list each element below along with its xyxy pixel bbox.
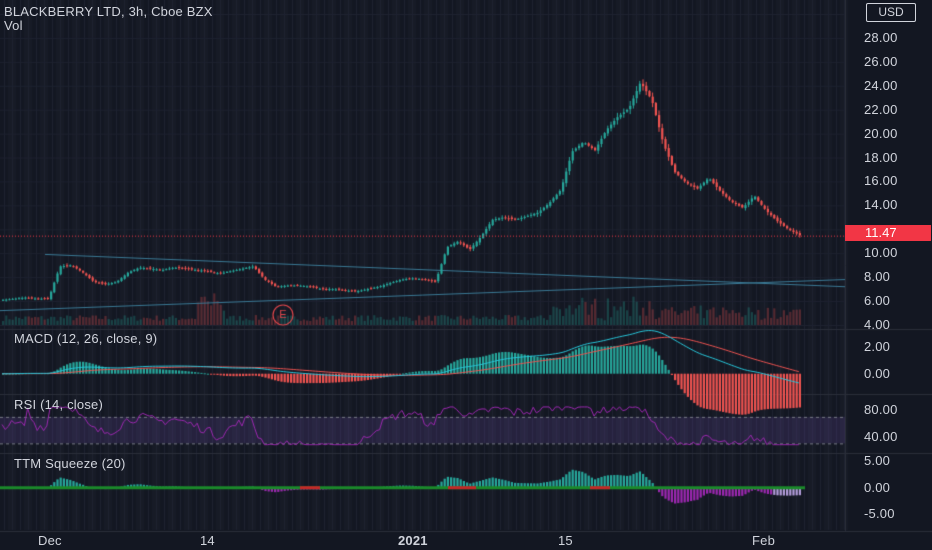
rsi-label: RSI (14, close)	[14, 397, 103, 412]
price-tick: 6.00	[864, 293, 891, 309]
time-tick: Feb	[752, 533, 776, 548]
price-tick: 22.00	[864, 101, 898, 117]
price-tick: 16.00	[864, 173, 898, 189]
macd-label: MACD (12, 26, close, 9)	[14, 331, 158, 346]
rsi-tick: 80.00	[864, 402, 898, 418]
price-tick: 24.00	[864, 77, 898, 93]
price-tick: 18.00	[864, 149, 898, 165]
ttm-tick: 0.00	[864, 479, 891, 495]
macd-tick: 0.00	[864, 365, 891, 381]
price-tick: 26.00	[864, 53, 898, 69]
ttm-squeeze-label: TTM Squeeze (20)	[14, 456, 126, 471]
last-price-tag: 11.47	[845, 225, 931, 241]
symbol-title: BLACKBERRY LTD, 3h, Cboe BZX	[4, 4, 213, 19]
price-tick: 28.00	[864, 29, 898, 45]
price-tick: 10.00	[864, 245, 898, 261]
volume-label: Vol	[4, 18, 23, 33]
time-tick: 14	[200, 533, 215, 548]
ttm-tick: 5.00	[864, 453, 891, 469]
price-tick: 14.00	[864, 197, 898, 213]
time-tick: 15	[558, 533, 573, 548]
time-tick: 2021	[398, 533, 428, 548]
currency-button[interactable]: USD	[866, 3, 916, 22]
price-tick: 20.00	[864, 125, 898, 141]
price-tick: 8.00	[864, 269, 891, 285]
ttm-tick: -5.00	[864, 506, 895, 522]
rsi-tick: 40.00	[864, 428, 898, 444]
price-tick: 4.00	[864, 317, 891, 332]
macd-tick: 2.00	[864, 338, 891, 354]
time-tick: Dec	[38, 533, 62, 548]
